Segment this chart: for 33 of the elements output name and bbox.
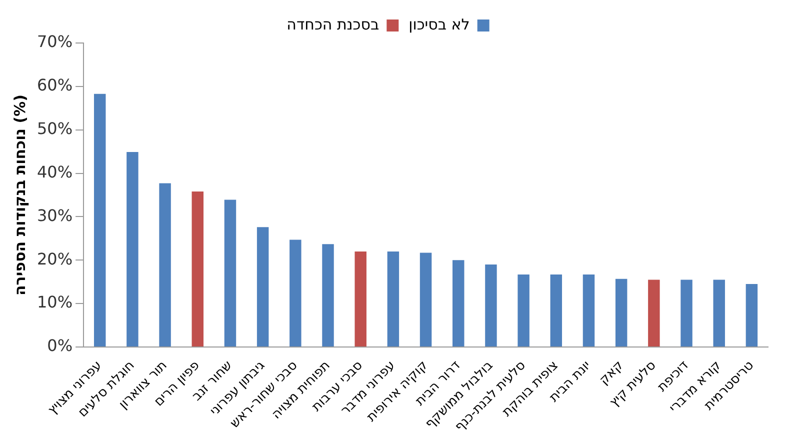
bar xyxy=(322,244,334,347)
bar xyxy=(582,274,595,347)
y-tick-label: 70% xyxy=(37,32,73,52)
bar xyxy=(485,264,497,347)
bar xyxy=(192,192,204,347)
bar xyxy=(387,251,400,347)
y-tick-label: 10% xyxy=(37,292,73,312)
bar xyxy=(615,278,628,347)
bar xyxy=(420,252,432,347)
bar xyxy=(224,200,236,347)
bar xyxy=(159,183,171,347)
y-tick-label: 30% xyxy=(37,206,73,225)
legend-label: בסכנת הכחדה xyxy=(286,15,380,34)
y-axis-title: נוכחות בנקודות הספירה (%) xyxy=(10,94,29,296)
y-tick-label: 40% xyxy=(37,162,73,182)
bar xyxy=(680,280,692,347)
y-tick-label: 20% xyxy=(37,249,73,268)
bar xyxy=(746,284,758,347)
legend-label: לא בסיכון xyxy=(408,15,470,34)
bar xyxy=(256,227,269,347)
x-tick-label: קאק xyxy=(596,358,627,388)
bar xyxy=(354,251,366,347)
bar xyxy=(290,240,302,347)
bar xyxy=(94,94,106,347)
bar xyxy=(550,274,562,347)
y-tick-label: 60% xyxy=(37,76,73,95)
bar xyxy=(452,260,464,347)
bar xyxy=(713,280,725,347)
bar xyxy=(126,152,138,347)
bar xyxy=(518,274,530,347)
y-tick-label: 0% xyxy=(47,336,73,356)
bar xyxy=(648,280,660,347)
y-tick-label: 50% xyxy=(37,119,73,138)
